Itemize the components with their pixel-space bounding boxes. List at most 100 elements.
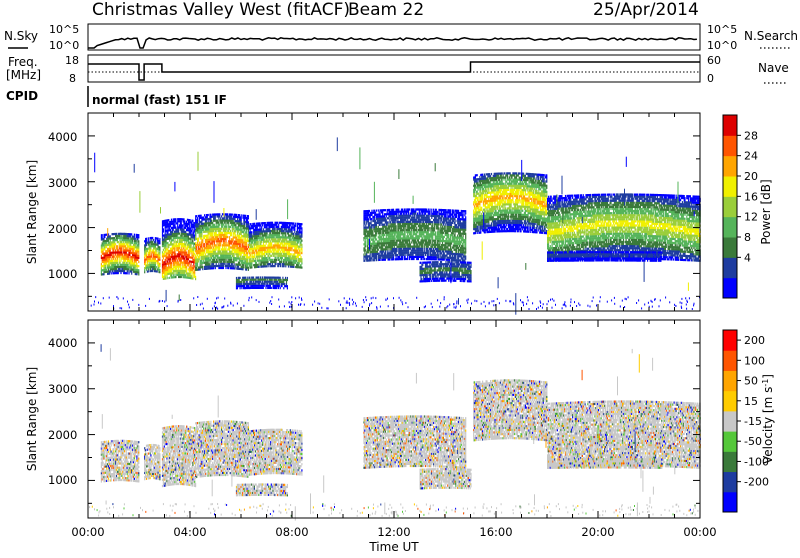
scatter-cell [287,287,288,289]
scatter-cell [259,283,260,285]
scatter-cell [256,279,257,281]
scatter-cell [171,237,172,239]
scatter-cell [258,241,259,243]
scatter-cell [218,238,219,240]
scatter-cell [301,236,302,238]
scatter-cell [251,231,252,233]
scatter-cell [248,215,249,217]
scatter-cell [171,241,172,243]
scatter-cell [278,257,279,259]
scatter-cell [216,248,217,250]
scatter-cell [386,236,387,238]
scatter-cell [282,228,283,230]
scatter-cell [252,242,253,244]
scatter-cell [202,266,203,268]
scatter-cell [226,250,227,252]
scatter-cell [209,261,210,263]
scatter-cell [162,274,163,276]
scatter-cell [118,264,119,266]
scatter-cell [280,251,281,253]
scatter-cell [264,253,265,255]
scatter-cell [225,224,226,226]
scatter-cell [110,248,111,250]
scatter-cell [178,268,179,270]
scatter-cell [226,224,227,226]
scatter-cell [265,222,266,224]
noise-tick-high-right: 10^5 [707,23,737,36]
scatter-cell [176,243,177,245]
scatter-cell [226,228,227,230]
scatter-cell [371,226,372,228]
scatter-cell [253,277,254,279]
scatter-cell [365,233,366,235]
scatter-cell [287,279,288,281]
scatter-cell [208,226,209,228]
scatter-cell [212,245,213,247]
scatter-cell [155,264,156,266]
scatter-cell [197,242,198,244]
scatter-cell [182,264,183,266]
scatter-cell [296,247,297,249]
scatter-cell [242,260,243,262]
scatter-cell [378,226,379,228]
scatter-cell [209,257,210,259]
scatter-cell [267,283,268,285]
scatter-cell [371,245,372,247]
scatter-cell [204,245,205,247]
scatter-cell [208,235,209,237]
scatter-cell [120,268,121,270]
scatter-cell [191,265,192,267]
scatter-cell [240,243,241,245]
scatter-cell [242,223,243,225]
scatter-cell [186,266,187,268]
scatter-cell [166,254,167,256]
scatter-cell [285,277,286,279]
scatter-cell [166,265,167,267]
scatter-cell [187,225,188,227]
scatter-cell [267,234,268,236]
scatter-cell [222,246,223,248]
scatter-cell [368,220,369,222]
freq-label: Freq. [8,55,38,69]
scatter-cell [265,283,266,285]
scatter-cell [136,273,137,275]
scatter-cell [237,287,238,289]
scatter-cell [368,212,369,214]
scatter-cell [208,255,209,257]
scatter-cell [267,259,268,261]
scatter-cell [286,239,287,241]
scatter-cell [386,226,387,228]
scatter-cell [195,242,196,244]
scatter-cell [174,249,175,251]
scatter-cell [118,249,119,251]
scatter-cell [138,261,139,263]
scatter-cell [244,285,245,287]
scatter-cell [289,251,290,253]
scatter-cell [188,235,189,237]
scatter-cell [251,264,252,266]
scatter-cell [148,268,149,270]
scatter-cell [227,217,228,219]
scatter-cell [365,245,366,247]
scatter-cell [120,260,121,262]
scatter-cell [150,252,151,254]
scatter-cell [244,281,245,283]
scatter-cell [265,263,266,265]
scatter-cell [254,223,255,225]
scatter-cell [211,247,212,249]
scatter-cell [128,237,129,239]
scatter-cell [276,287,277,289]
scatter-cell [254,245,255,247]
scatter-cell [109,264,110,266]
scatter-cell [178,228,179,230]
scatter-cell [171,219,172,221]
scatter-cell [210,245,211,247]
scatter-cell [248,279,249,281]
scatter-cell [288,265,289,267]
scatter-cell [384,234,385,236]
scatter-cell [368,218,369,220]
scatter-cell [241,233,242,235]
scatter-cell [102,236,103,238]
scatter-cell [181,276,182,278]
scatter-cell [250,229,251,231]
